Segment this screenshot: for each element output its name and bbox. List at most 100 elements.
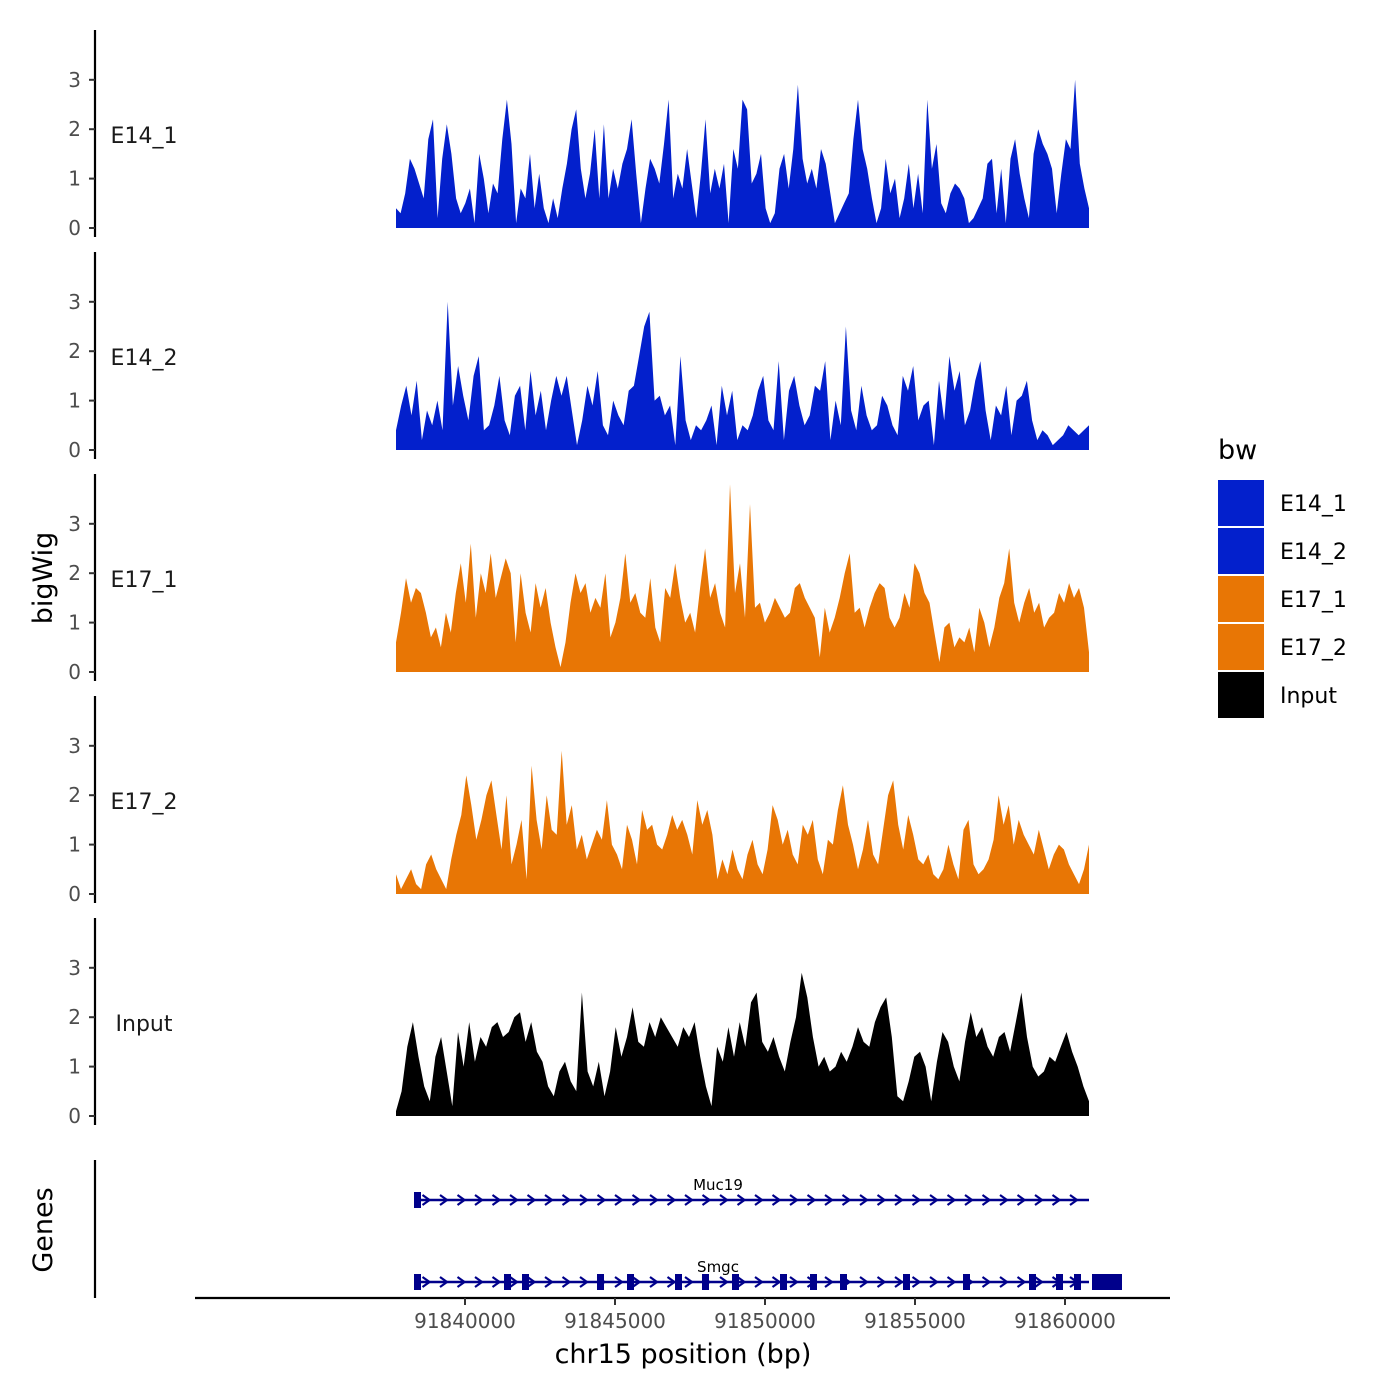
legend-label: Input (1280, 684, 1337, 709)
y-tick-label: 1 (68, 167, 81, 191)
signal-area-input (396, 972, 1089, 1116)
strand-arrow (579, 1276, 589, 1288)
y-tick-label: 2 (68, 1005, 81, 1029)
exon-block (840, 1274, 847, 1290)
strand-arrow (596, 1194, 607, 1206)
exon-block (414, 1274, 421, 1290)
track-e17-2: 0 1 2 3 E17_2 (68, 696, 1089, 906)
x-axis: 91840000 91845000 91850000 91855000 91860000 (195, 1296, 1170, 1333)
track-e17-1: 0 1 2 3 E17_1 (68, 474, 1089, 684)
exon-block (675, 1274, 682, 1290)
strand-arrow (719, 1276, 729, 1288)
y-tick-label: 3 (68, 68, 81, 92)
y-tick-label: 0 (68, 216, 81, 240)
strand-arrow (509, 1194, 519, 1206)
strand-arrow (666, 1276, 677, 1288)
legend-key-e14-1 (1218, 480, 1264, 526)
track-input: 0 1 2 3 Input (68, 918, 1089, 1128)
y-tick-label: 1 (68, 833, 81, 857)
strand-arrow (579, 1194, 589, 1206)
strand-arrow (509, 1276, 519, 1288)
genes-track-title: Genes (28, 1187, 59, 1272)
y-tick-label: 2 (68, 561, 81, 585)
y-tick-label: 0 (68, 660, 81, 684)
strand-arrow (771, 1276, 782, 1288)
exon-block (522, 1274, 529, 1290)
strand-arrow (754, 1194, 764, 1206)
strand-arrow (841, 1194, 852, 1206)
legend-label: E14_1 (1280, 492, 1347, 517)
strand-arrow (474, 1194, 484, 1206)
strand-arrow (806, 1194, 817, 1206)
exon-block (1029, 1274, 1036, 1290)
strand-arrow (1051, 1194, 1062, 1206)
signal-area-e17-1 (396, 484, 1089, 672)
strand-arrow (1034, 1276, 1044, 1288)
strand-arrow (999, 1194, 1009, 1206)
strand-arrow (526, 1276, 537, 1288)
y-tick-label: 3 (68, 956, 81, 980)
exon-block (1092, 1274, 1122, 1290)
exon-block (903, 1274, 910, 1290)
strand-arrow (929, 1194, 939, 1206)
legend-label: E17_1 (1280, 588, 1347, 613)
strand-arrow (666, 1194, 677, 1206)
exon-block (414, 1192, 421, 1208)
strand-arrow (876, 1276, 887, 1288)
x-tick-label: 91860000 (1014, 1309, 1116, 1333)
strand-arrow (1069, 1194, 1079, 1206)
strand-arrow (894, 1276, 904, 1288)
exon-block (963, 1274, 970, 1290)
signal-area-e17-2 (396, 750, 1089, 894)
gene-name-label: Smgc (697, 1258, 739, 1276)
strand-arrow (789, 1194, 799, 1206)
legend-key-e17-2 (1218, 624, 1264, 670)
signal-area-e14-2 (396, 301, 1089, 450)
strand-arrow (911, 1276, 922, 1288)
strand-arrow (876, 1194, 887, 1206)
y-tick-label: 2 (68, 783, 81, 807)
y-tick-label: 3 (68, 290, 81, 314)
strand-arrow (719, 1194, 729, 1206)
x-tick-label: 91840000 (414, 1309, 516, 1333)
track-e14-1: 0 1 2 3 E14_1 (68, 30, 1089, 240)
strand-arrow (859, 1276, 869, 1288)
strand-arrow (981, 1276, 992, 1288)
y-tick-label: 0 (68, 438, 81, 462)
y-tick-label: 3 (68, 512, 81, 536)
strand-arrow (614, 1276, 624, 1288)
strand-arrow (561, 1194, 572, 1206)
y-tick-label: 1 (68, 1055, 81, 1079)
gene-muc19: Muc19 (414, 1176, 1089, 1208)
strand-arrow (561, 1276, 572, 1288)
strand-arrow (631, 1194, 642, 1206)
x-tick-label: 91845000 (564, 1309, 666, 1333)
y-tick-label: 1 (68, 389, 81, 413)
strand-arrow (421, 1276, 432, 1288)
strand-arrow (929, 1276, 939, 1288)
exon-block (597, 1274, 604, 1290)
strand-arrow (1034, 1194, 1044, 1206)
exon-block (780, 1274, 787, 1290)
strand-arrow (421, 1194, 432, 1206)
strand-arrow (491, 1276, 502, 1288)
strand-arrow (684, 1194, 694, 1206)
signal-area-e14-1 (396, 79, 1089, 228)
gene-name-label: Muc19 (693, 1176, 743, 1194)
legend-title: bw (1218, 435, 1257, 466)
strand-arrow (859, 1194, 869, 1206)
y-tick-label: 0 (68, 1104, 81, 1128)
strand-arrow (964, 1194, 974, 1206)
strand-arrow (544, 1276, 554, 1288)
legend-key-input (1218, 672, 1264, 718)
exon-block (504, 1274, 511, 1290)
signal-tracks: 0 1 2 3 E14_1 0 1 2 3 E14_2 0 1 2 3 E17_1 0 1 2 3 E17_2 0 1 2 3… (68, 30, 1089, 1128)
exon-block (627, 1274, 634, 1290)
strand-arrow (684, 1276, 694, 1288)
strand-arrow (474, 1276, 484, 1288)
track-e14-2: 0 1 2 3 E14_2 (68, 252, 1089, 462)
x-tick-label: 91855000 (864, 1309, 966, 1333)
strand-arrow (824, 1276, 834, 1288)
exon-block (702, 1274, 709, 1290)
